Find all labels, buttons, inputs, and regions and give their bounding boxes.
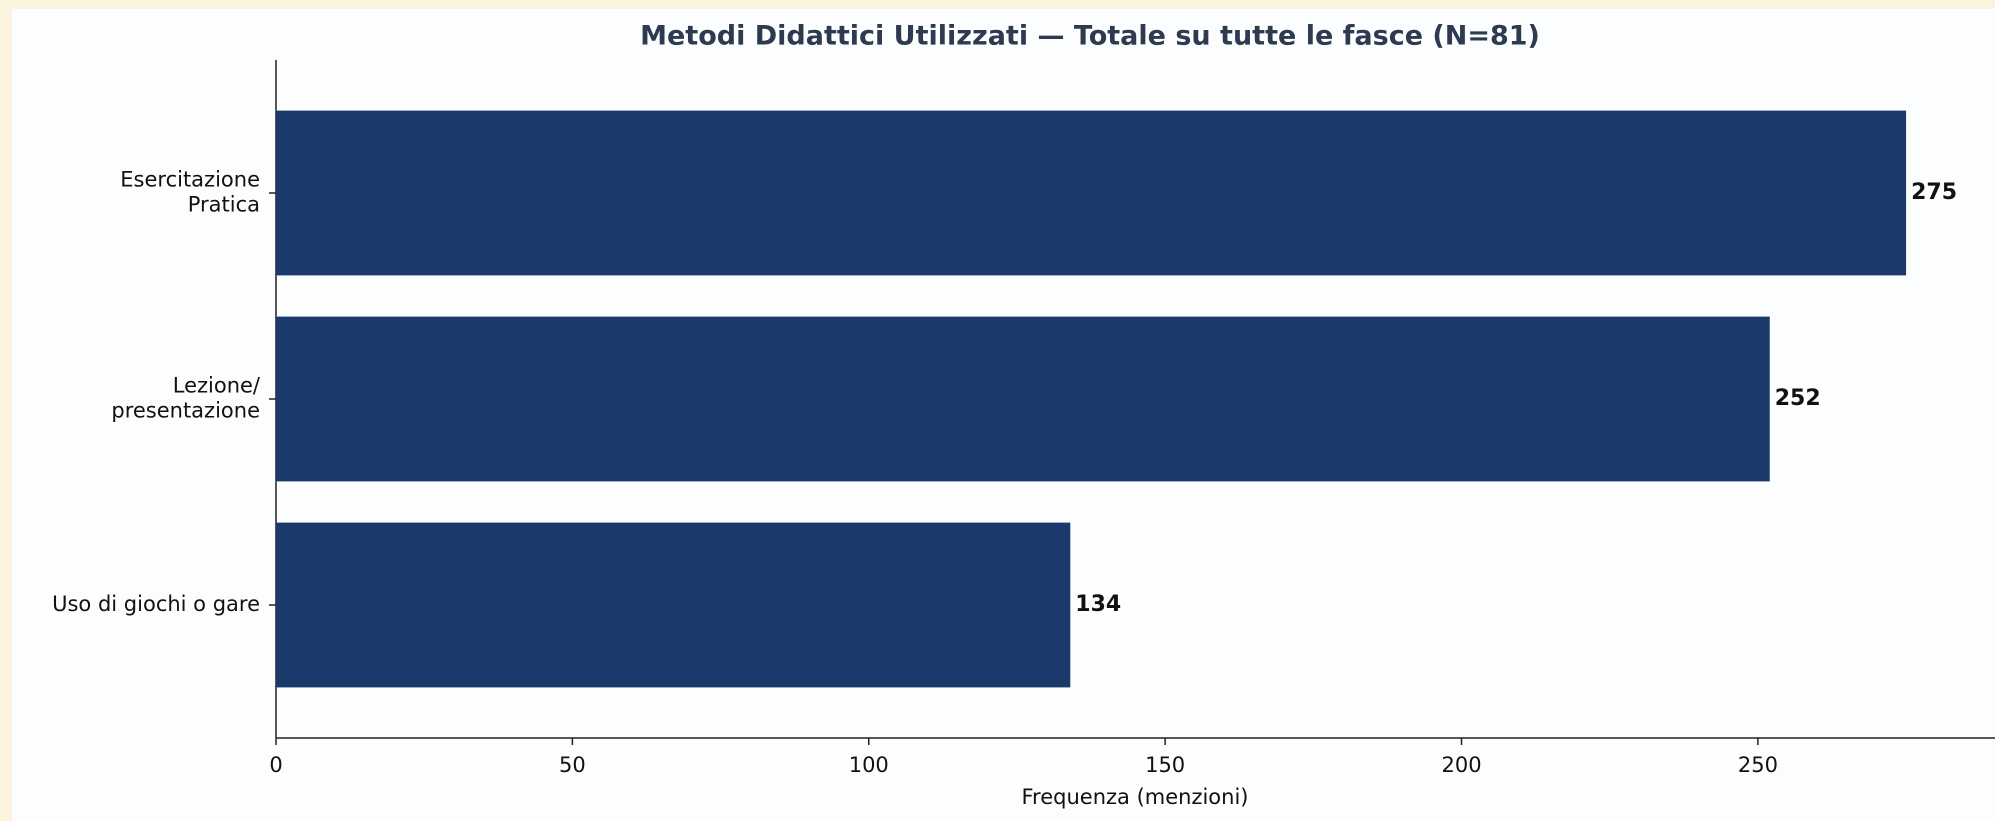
- y-tick-label: Lezione/presentazione: [111, 374, 261, 423]
- bar: [276, 522, 1071, 688]
- x-tick-label: 0: [269, 753, 282, 777]
- x-tick-label: 200: [1441, 753, 1481, 777]
- x-axis-label: Frequenza (menzioni): [1021, 785, 1248, 809]
- value-label: 275: [1911, 180, 1957, 205]
- x-tick-label: 100: [849, 753, 889, 777]
- value-label: 252: [1775, 386, 1821, 411]
- x-tick-label: 150: [1145, 753, 1185, 777]
- y-tick-label: Uso di giochi o gare: [52, 592, 260, 616]
- y-tick-label: Esercitazione Pratica: [120, 168, 260, 217]
- chart-title: Metodi Didattici Utilizzati — Totale su …: [640, 21, 1540, 52]
- value-label: 134: [1075, 592, 1121, 617]
- bar: [276, 110, 1907, 276]
- x-tick-label: 50: [559, 753, 586, 777]
- bar: [276, 316, 1770, 482]
- x-tick-label: 250: [1738, 753, 1778, 777]
